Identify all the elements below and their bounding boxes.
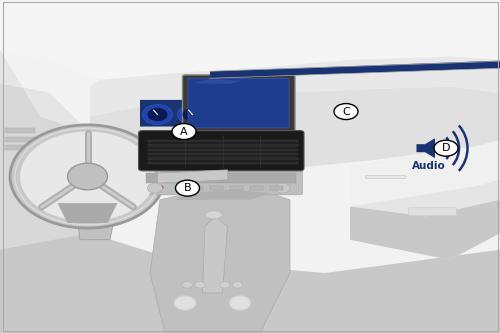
Polygon shape — [192, 79, 240, 84]
Bar — [270, 186, 282, 190]
Circle shape — [229, 296, 251, 310]
Polygon shape — [202, 216, 228, 293]
Polygon shape — [350, 140, 500, 206]
Bar — [365, 175, 405, 178]
Circle shape — [195, 281, 205, 288]
Circle shape — [142, 105, 172, 125]
Bar — [210, 186, 222, 190]
Bar — [148, 162, 298, 164]
Circle shape — [148, 108, 168, 121]
Circle shape — [434, 140, 458, 156]
Ellipse shape — [206, 211, 223, 219]
Text: Audio: Audio — [412, 161, 446, 171]
Bar — [230, 186, 242, 190]
Bar — [146, 173, 296, 183]
Bar — [148, 144, 298, 147]
FancyBboxPatch shape — [182, 75, 295, 132]
Bar — [190, 186, 202, 190]
Circle shape — [68, 163, 108, 190]
Polygon shape — [210, 61, 500, 78]
Text: D: D — [442, 143, 450, 153]
FancyBboxPatch shape — [188, 78, 289, 128]
Polygon shape — [0, 50, 90, 133]
Bar — [5, 145, 35, 150]
Circle shape — [172, 124, 196, 140]
Bar — [5, 137, 35, 142]
Text: B: B — [184, 183, 192, 193]
Polygon shape — [70, 150, 125, 240]
Bar — [5, 128, 35, 133]
Circle shape — [334, 104, 358, 120]
Polygon shape — [150, 190, 290, 333]
Circle shape — [275, 183, 290, 193]
Circle shape — [148, 183, 162, 193]
Bar — [148, 149, 298, 151]
Circle shape — [220, 281, 230, 288]
FancyBboxPatch shape — [138, 131, 304, 171]
Circle shape — [182, 281, 192, 288]
Circle shape — [176, 180, 200, 196]
Circle shape — [157, 185, 163, 189]
Bar — [250, 186, 262, 190]
Polygon shape — [0, 0, 500, 80]
Polygon shape — [90, 57, 500, 117]
Text: C: C — [342, 107, 350, 117]
Circle shape — [20, 132, 155, 221]
Polygon shape — [140, 100, 220, 127]
Polygon shape — [350, 107, 500, 160]
Polygon shape — [416, 138, 435, 158]
Bar — [148, 153, 298, 155]
Polygon shape — [175, 190, 270, 200]
Circle shape — [182, 108, 203, 121]
Polygon shape — [58, 203, 118, 223]
Bar — [148, 140, 298, 142]
Bar — [148, 157, 298, 160]
Circle shape — [10, 125, 165, 228]
Polygon shape — [0, 233, 500, 333]
Text: A: A — [180, 127, 188, 137]
Circle shape — [178, 105, 208, 125]
Polygon shape — [350, 200, 500, 260]
Polygon shape — [90, 87, 500, 166]
FancyBboxPatch shape — [140, 169, 302, 195]
Circle shape — [232, 281, 242, 288]
FancyBboxPatch shape — [408, 208, 457, 216]
Polygon shape — [158, 170, 228, 183]
Polygon shape — [0, 83, 110, 333]
Polygon shape — [350, 140, 500, 260]
Circle shape — [174, 296, 196, 310]
